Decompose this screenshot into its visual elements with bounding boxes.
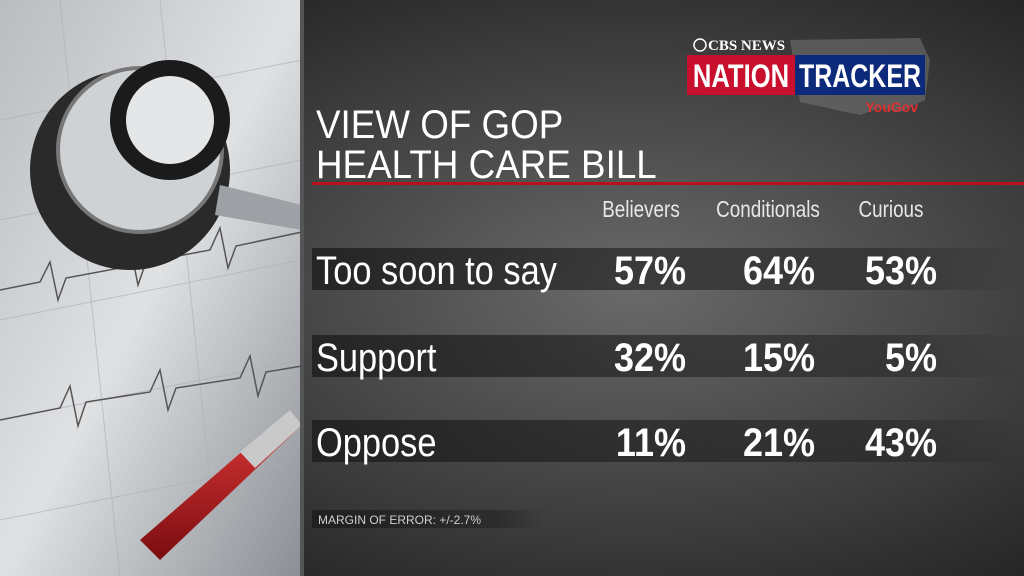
title-line: HEALTH CARE BILL [316,143,657,188]
note-band [312,510,542,528]
title: VIEW OF GOP HEALTH CARE BILL [316,103,657,188]
table-row: Support 32% 15% 5% [312,335,1024,380]
cell-value: 5% [885,336,937,380]
cell-value: 64% [743,249,815,293]
cell-value: 11% [616,421,686,465]
partner: YouGov [865,99,918,115]
cell-value: 53% [865,249,937,293]
column-header: Conditionals [716,197,820,222]
column-header: Believers [602,197,680,222]
photo [0,0,304,576]
row-band [312,248,1024,290]
logo: CBS NEWS NATION TRACKER YouGov [687,38,930,115]
row-band [312,420,1024,462]
row-label: Oppose [316,420,436,465]
brand-left: NATION [693,59,789,94]
cell-value: 57% [614,249,686,293]
brand-right: TRACKER [799,59,921,95]
cell-value: 32% [614,336,686,380]
cell-value: 15% [743,336,815,380]
row-label: Too soon to say [316,248,557,293]
footnote: MARGIN OF ERROR: +/-2.7% [318,513,481,527]
table-row: Oppose 11% 21% 43% [312,420,1024,465]
cell-value: 43% [865,421,937,465]
column-header: Curious [859,197,924,222]
table-row: Too soon to say 57% 64% 53% [312,248,1024,293]
table: Believers Conditionals Curious Too soon … [312,197,1024,465]
row-label: Support [316,335,437,380]
network-name: CBS NEWS [708,38,785,54]
divider [312,182,1024,185]
cell-value: 21% [743,421,815,465]
title-line: VIEW OF GOP [316,103,563,148]
row-band [312,335,1024,377]
